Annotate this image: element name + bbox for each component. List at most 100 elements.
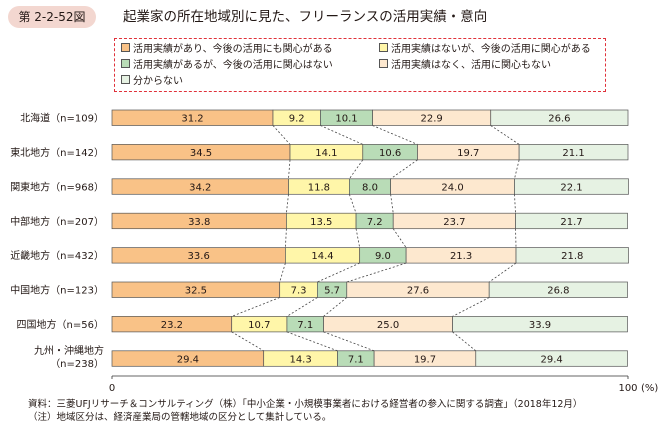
data-label: 22.1	[560, 182, 582, 193]
connector-line	[286, 297, 318, 317]
legend-label-series-5: 分からない	[133, 76, 183, 87]
connector-line	[452, 331, 477, 352]
category-label: 近畿地方（n=432）	[10, 249, 104, 262]
connector-line	[515, 228, 517, 248]
figure-number-badge: 第 2-2-52図	[8, 6, 96, 28]
legend-label-series-3: 活用実績があるが、今後の活用に関心はない	[133, 60, 333, 71]
chart-title: 起業家の所在地域別に見た、フリーランスの活用実績・意向	[123, 9, 488, 25]
data-label: 25.0	[377, 320, 399, 331]
connector-line	[490, 125, 520, 145]
category-label: 中国地方（n=123）	[10, 284, 104, 297]
connector-line	[323, 297, 348, 317]
data-label: 21.1	[562, 148, 584, 159]
legend: 活用実績があり、今後の活用にも関心がある 活用実績はないが、今後の活用に関心があ…	[114, 38, 606, 92]
legend-item-series-4: 活用実績はなく、活用に関心もない	[379, 59, 551, 72]
category-label: 北海道（n=109）	[20, 112, 104, 125]
data-label: 21.8	[561, 251, 583, 262]
legend-label-series-2: 活用実績はないが、今後の活用に関心がある	[391, 44, 591, 55]
data-label: 33.8	[188, 217, 210, 228]
connector-line	[288, 159, 291, 179]
data-label: 24.0	[441, 182, 463, 193]
bar-segment	[515, 212, 628, 230]
data-label: 11.8	[308, 182, 330, 193]
connector-line	[284, 228, 287, 248]
legend-swatch-series-3	[121, 59, 130, 68]
category-label: 九州・沖縄地方	[34, 344, 104, 357]
connector-line	[272, 125, 291, 145]
legend-swatch-series-4	[379, 59, 388, 68]
data-label: 9.2	[289, 114, 305, 125]
data-label: 13.5	[310, 217, 332, 228]
data-label: 32.5	[185, 286, 207, 297]
data-label: 29.4	[540, 354, 562, 365]
connector-line	[231, 297, 280, 317]
connector-line	[392, 228, 407, 248]
data-label: 14.3	[289, 354, 311, 365]
connector-line	[349, 159, 364, 180]
data-label: 14.4	[311, 251, 333, 262]
data-label: 19.7	[457, 148, 479, 159]
connector-line	[286, 331, 338, 352]
legend-swatch-series-1	[121, 43, 130, 52]
connector-line	[279, 262, 286, 283]
connector-line	[514, 194, 516, 214]
data-label: 14.1	[315, 148, 337, 159]
category-label: 東北地方（n=142）	[10, 146, 104, 159]
data-label: 21.3	[450, 251, 472, 262]
connector-line	[488, 262, 517, 283]
connector-line	[372, 125, 418, 145]
data-label: 23.2	[161, 320, 183, 331]
connector-line	[231, 331, 264, 352]
connector-line	[355, 228, 361, 248]
data-label: 9.0	[375, 251, 391, 262]
connector-line	[320, 125, 363, 145]
bar-segment	[488, 281, 628, 298]
bar-segment	[490, 109, 629, 126]
connector-line	[348, 194, 357, 214]
data-label: 23.7	[443, 217, 465, 228]
data-label: 21.7	[560, 217, 582, 228]
data-label: 27.6	[407, 286, 429, 297]
data-label: 26.6	[548, 114, 570, 125]
connector-line	[514, 159, 520, 179]
legend-swatch-series-2	[379, 43, 388, 52]
data-label: 29.4	[177, 354, 199, 365]
data-label: 34.2	[189, 182, 211, 193]
data-label: 7.1	[297, 320, 313, 331]
bar-segment	[452, 316, 628, 333]
data-label: 10.7	[248, 320, 270, 331]
data-label: 19.7	[414, 354, 436, 365]
data-label: 22.9	[421, 114, 443, 125]
category-label-count: （n=238）	[50, 358, 104, 370]
connector-line	[323, 331, 375, 352]
data-label: 34.5	[190, 148, 212, 159]
data-label: 7.2	[367, 217, 383, 228]
data-label: 7.1	[348, 354, 364, 365]
region-note: （注）地域区分は、経済産業局の管轄地域の区分として集計している。	[28, 412, 332, 423]
x-axis-unit: (%)	[641, 383, 658, 394]
legend-swatch-series-5	[121, 75, 130, 84]
data-label: 10.1	[335, 114, 357, 125]
connector-line	[390, 194, 394, 214]
legend-item-series-5: 分からない	[121, 75, 183, 88]
legend-item-series-1: 活用実績があり、今後の活用にも関心がある	[121, 43, 333, 56]
x-tick-label: 0	[109, 383, 115, 394]
source-note: 資料：三菱UFJリサーチ＆コンサルティング（株）「中小企業・小規模事業者における…	[28, 399, 583, 410]
bar-segment	[518, 144, 629, 161]
data-label: 7.3	[291, 286, 307, 297]
legend-item-series-3: 活用実績があるが、今後の活用に関心はない	[121, 59, 333, 72]
connector-line	[317, 262, 360, 283]
data-label: 33.9	[529, 320, 551, 331]
connector-line	[452, 297, 490, 317]
data-label: 5.7	[324, 286, 340, 297]
bar-segment	[514, 178, 629, 195]
category-label: 中部地方（n=207）	[10, 215, 104, 228]
data-label: 26.8	[547, 286, 569, 297]
legend-label-series-1: 活用実績があり、今後の活用にも関心がある	[133, 44, 333, 55]
connector-line	[390, 159, 418, 180]
data-label: 31.2	[181, 114, 203, 125]
data-label: 33.6	[188, 251, 210, 262]
bar-segment	[515, 247, 629, 264]
